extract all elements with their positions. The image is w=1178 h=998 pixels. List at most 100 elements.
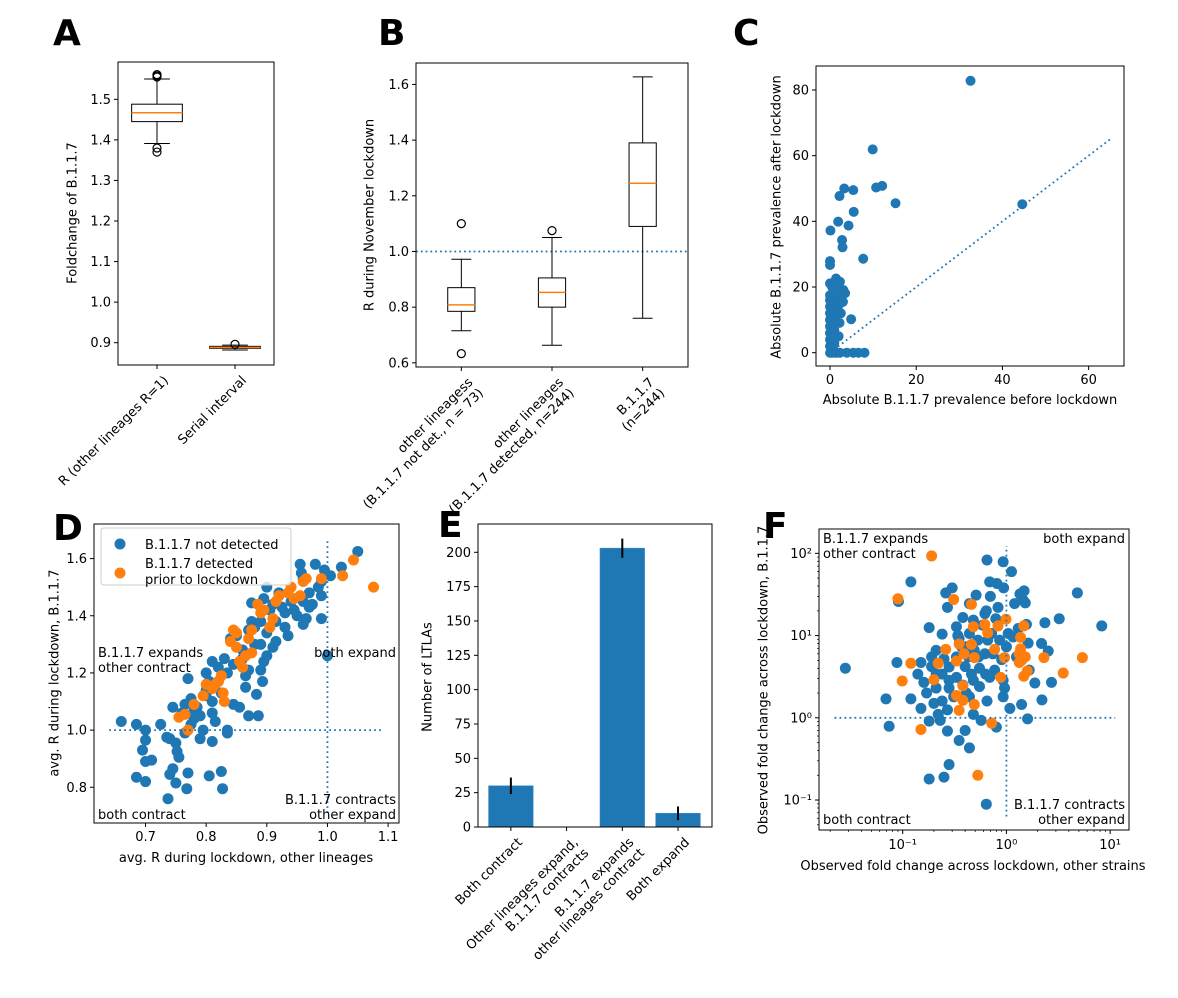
data-point — [1036, 694, 1048, 706]
y-tick-label: 100 — [446, 683, 471, 698]
outlier-point — [152, 147, 162, 157]
data-point — [965, 75, 976, 86]
data-point — [998, 582, 1010, 594]
data-point — [182, 767, 194, 779]
data-point — [859, 347, 870, 358]
data-point — [953, 638, 965, 650]
x-tick-label: Serial interval — [175, 373, 250, 448]
y-tick-label: 1.3 — [90, 174, 111, 189]
axes-frame — [815, 65, 1125, 367]
y-tick-label: 1.4 — [388, 134, 409, 149]
legend-marker — [114, 567, 126, 579]
legend-label: prior to lockdown — [145, 573, 258, 588]
data-point — [1004, 702, 1016, 714]
data-point — [258, 604, 270, 616]
data-point — [967, 621, 979, 633]
data-point — [965, 598, 977, 610]
x-tick-label: 40 — [994, 373, 1011, 388]
y-tick-label: 10⁰ — [790, 711, 812, 726]
data-point — [197, 724, 209, 736]
data-point — [980, 798, 992, 810]
data-point — [1057, 667, 1069, 679]
data-point — [321, 650, 333, 662]
data-point — [267, 613, 279, 625]
data-point — [146, 754, 158, 766]
x-tick-label: 0.7 — [135, 830, 156, 845]
data-point — [928, 674, 940, 686]
data-point — [938, 771, 950, 783]
data-point — [218, 653, 230, 665]
data-point — [115, 716, 127, 728]
outlier-point — [152, 143, 162, 153]
data-point — [905, 657, 917, 669]
data-point — [215, 766, 227, 778]
data-point — [1036, 638, 1048, 650]
data-point — [915, 724, 927, 736]
y-tick-label: 0.6 — [388, 356, 409, 371]
y-tick-label: 1.1 — [90, 255, 111, 270]
data-point — [997, 691, 1009, 703]
y-tick-label: 1.4 — [66, 609, 87, 624]
series-2 — [892, 550, 1088, 781]
data-point — [997, 556, 1009, 568]
data-point — [1096, 620, 1108, 632]
data-point — [167, 701, 179, 713]
data-point — [837, 242, 848, 253]
data-point — [979, 648, 991, 660]
data-point — [970, 589, 982, 601]
data-point — [315, 613, 327, 625]
data-point — [989, 643, 1001, 655]
data-point — [837, 296, 848, 307]
data-point — [1021, 665, 1033, 677]
y-tick-label: 0.9 — [90, 336, 111, 351]
data-point — [221, 727, 233, 739]
data-point — [230, 641, 242, 653]
series-1 — [839, 554, 1108, 810]
y-tick-label: 1.4 — [90, 133, 111, 148]
data-point — [279, 607, 291, 619]
data-point — [170, 777, 182, 789]
data-point — [170, 737, 182, 749]
data-point — [167, 763, 179, 775]
box-1 — [131, 69, 183, 157]
data-point — [1019, 597, 1031, 609]
data-point — [273, 590, 285, 602]
box-2 — [537, 225, 567, 346]
data-point — [194, 733, 206, 745]
data-point — [936, 628, 948, 640]
data-point — [963, 742, 975, 754]
y-tick-label: 1.0 — [90, 296, 111, 311]
box-iqr — [447, 287, 476, 312]
x-tick-label-group: R (other lineages R=1) — [56, 373, 172, 489]
panel-label: F — [763, 506, 788, 547]
data-point — [835, 308, 846, 319]
data-point — [243, 633, 255, 645]
data-point — [255, 664, 267, 676]
data-point — [943, 661, 955, 673]
quadrant-annotation: both expand — [1043, 532, 1125, 547]
quadrant-annotation: both expand — [314, 646, 396, 661]
data-point — [230, 627, 242, 639]
series-2 — [173, 554, 380, 736]
data-point — [923, 773, 935, 785]
data-point — [846, 314, 857, 325]
data-point — [972, 769, 984, 781]
data-point — [264, 621, 276, 633]
data-point — [1029, 677, 1041, 689]
y-tick-label: 1.2 — [66, 666, 87, 681]
y-tick-label: 150 — [446, 614, 471, 629]
y-tick-label: 0 — [463, 821, 471, 836]
data-point — [1018, 585, 1030, 597]
y-tick-label: 200 — [446, 546, 471, 561]
y-tick-label: 10¹ — [790, 629, 812, 644]
data-point — [957, 611, 969, 623]
data-point — [825, 225, 836, 236]
data-point — [975, 714, 987, 726]
outlier-point — [456, 219, 466, 229]
data-point — [957, 680, 969, 692]
data-point — [315, 573, 327, 585]
x-tick-label: 10¹ — [1099, 838, 1121, 853]
data-point — [923, 622, 935, 634]
y-axis-label: R during November lockdown — [363, 119, 378, 311]
data-point — [968, 652, 980, 664]
